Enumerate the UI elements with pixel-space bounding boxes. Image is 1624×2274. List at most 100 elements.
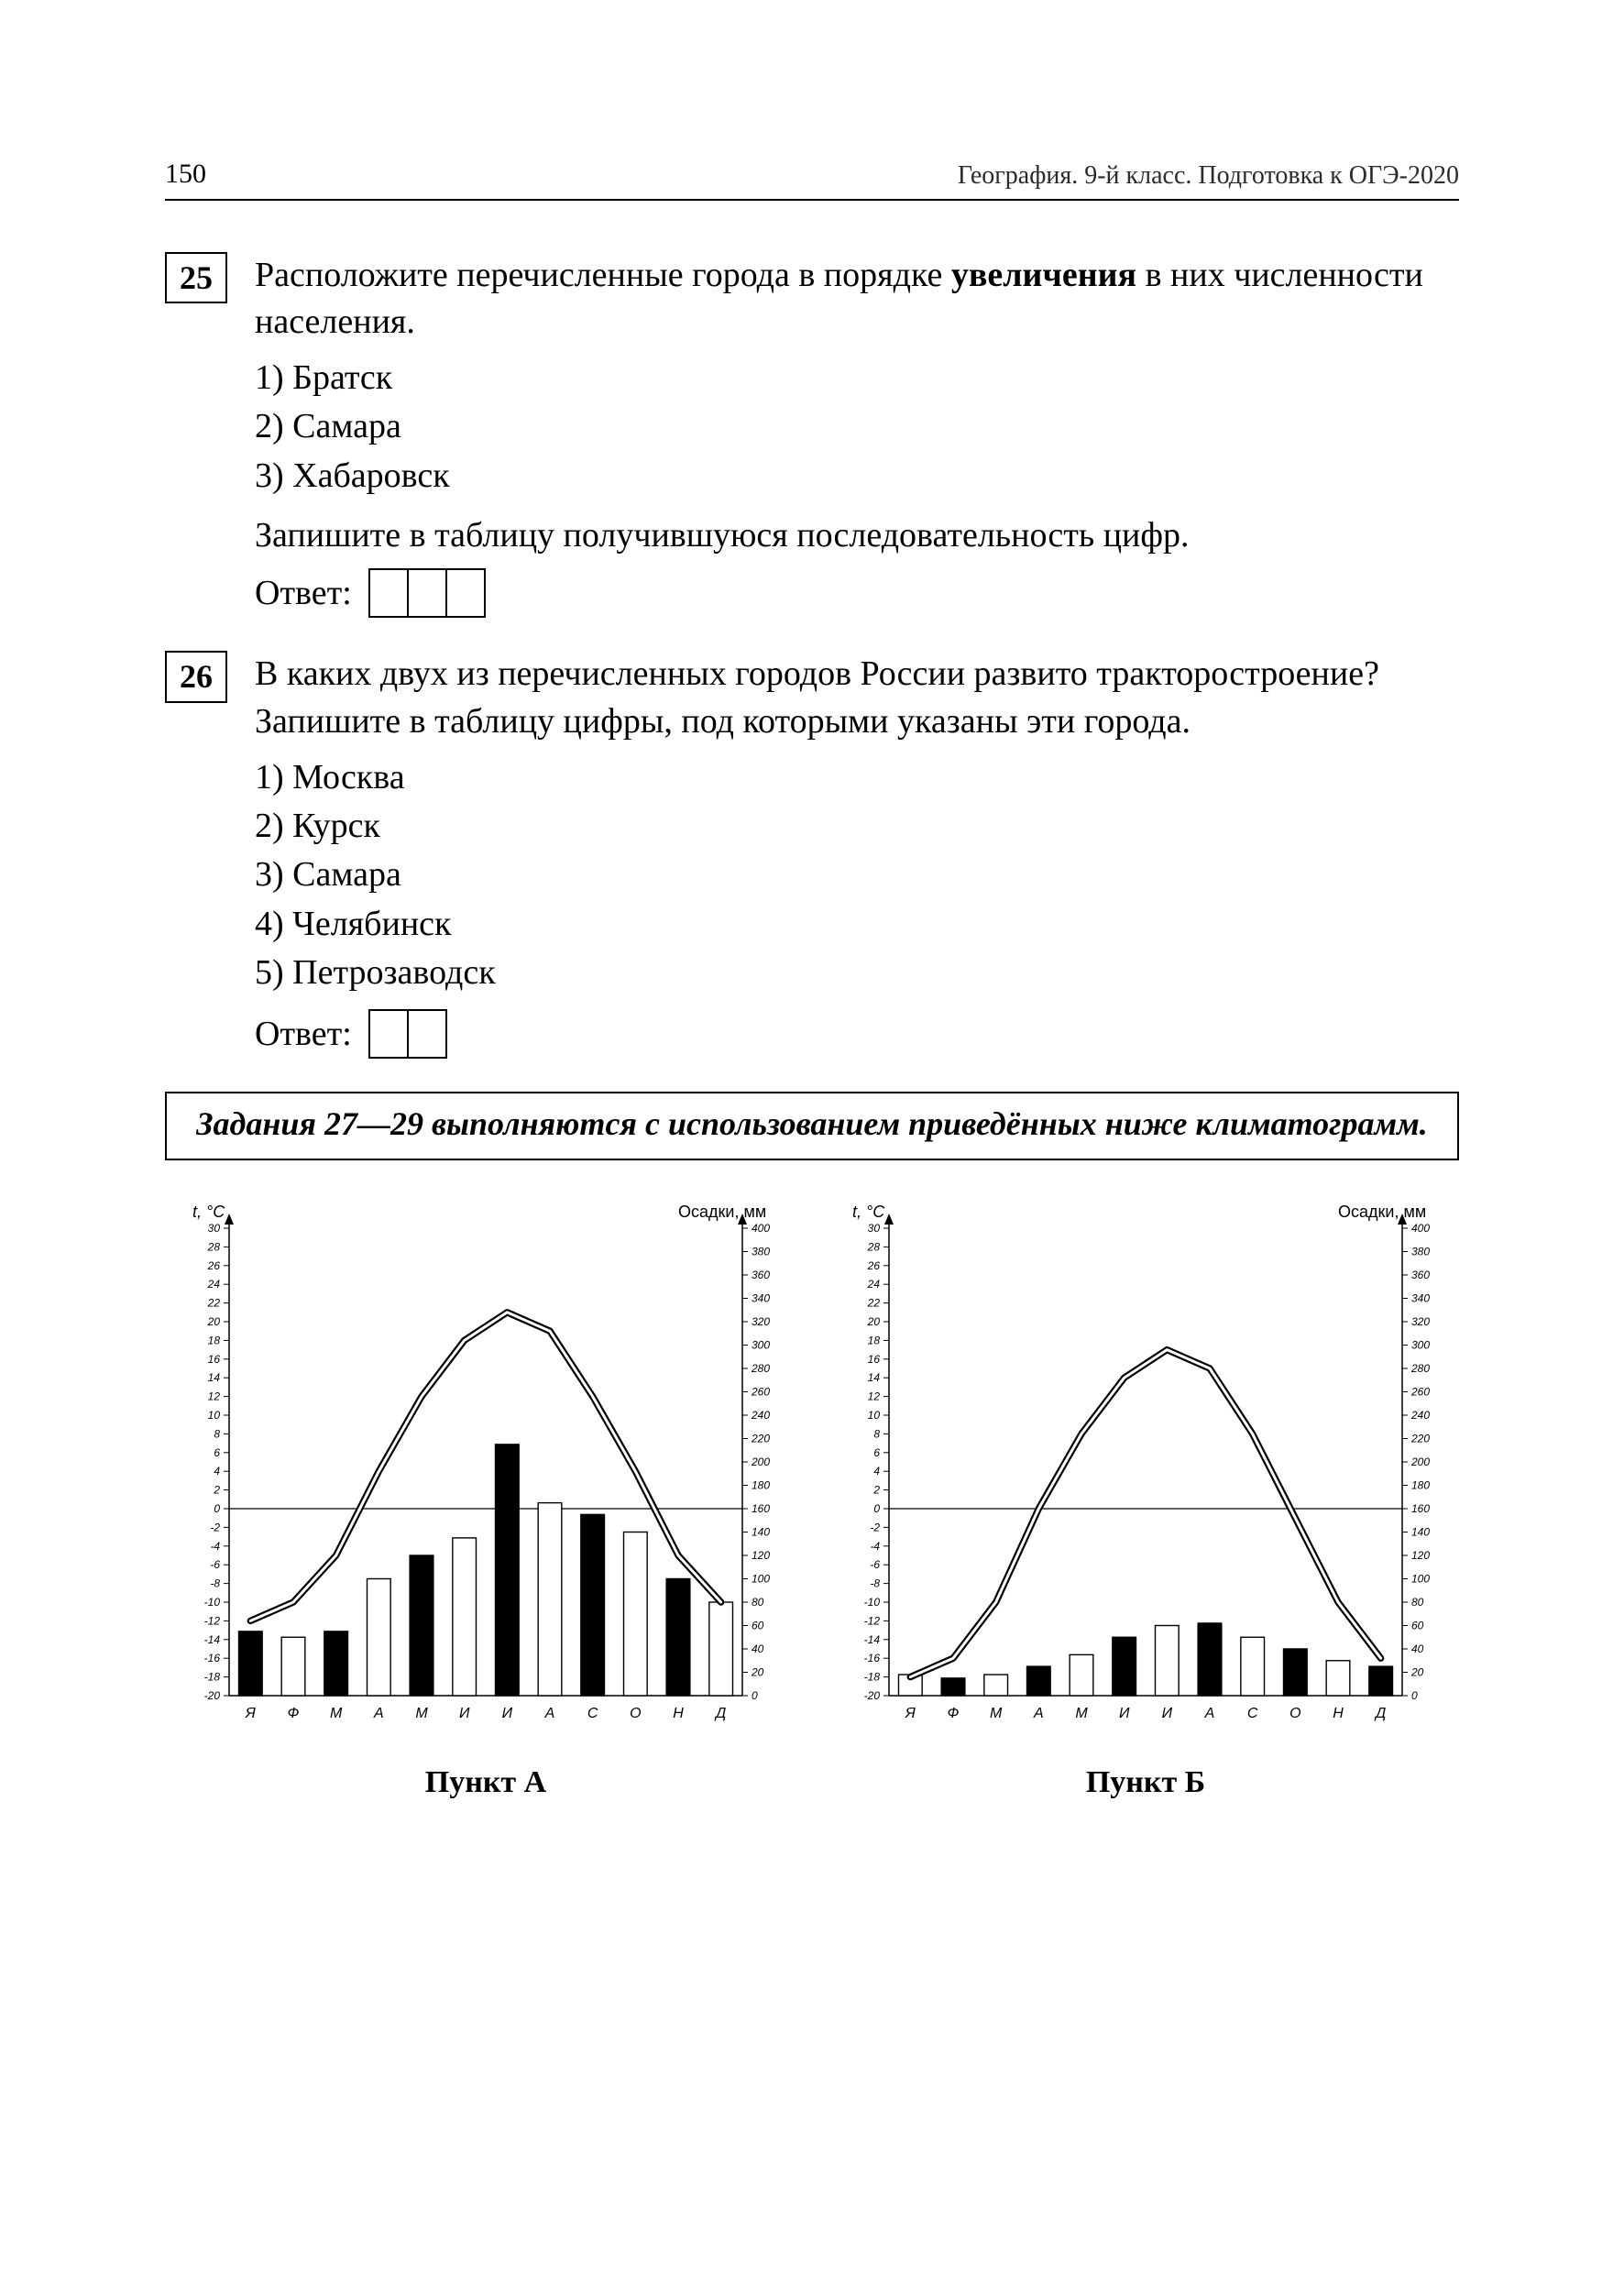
- svg-text:380: 380: [1411, 1246, 1430, 1258]
- svg-text:-20: -20: [864, 1689, 881, 1702]
- task-number-box: 25: [165, 252, 227, 304]
- svg-text:-4: -4: [210, 1540, 220, 1553]
- svg-text:400: 400: [1411, 1222, 1430, 1235]
- option: 1) Братск: [255, 355, 1459, 401]
- svg-text:Я: Я: [245, 1706, 256, 1721]
- svg-text:0: 0: [1411, 1689, 1418, 1702]
- svg-text:М: М: [990, 1706, 1003, 1721]
- svg-text:-14: -14: [204, 1633, 221, 1646]
- svg-text:30: 30: [868, 1222, 881, 1235]
- svg-text:-2: -2: [870, 1521, 880, 1534]
- svg-text:6: 6: [873, 1446, 880, 1459]
- svg-text:240: 240: [1410, 1409, 1430, 1422]
- svg-text:М: М: [415, 1706, 428, 1721]
- svg-text:180: 180: [752, 1479, 770, 1492]
- svg-text:А: А: [544, 1706, 555, 1721]
- task-25: 25 Расположите перечисленные города в по…: [165, 252, 1459, 619]
- svg-text:28: 28: [207, 1241, 221, 1254]
- task-text: Расположите перечисленные города в поряд…: [255, 252, 1459, 346]
- svg-text:А: А: [1204, 1706, 1215, 1721]
- svg-text:300: 300: [752, 1339, 770, 1352]
- text-bold: увеличения: [951, 256, 1136, 294]
- answer-boxes[interactable]: [368, 568, 486, 618]
- svg-text:360: 360: [752, 1269, 770, 1281]
- instruction-box: Задания 27—29 выполняются с использовани…: [165, 1092, 1459, 1160]
- answer-label: Ответ:: [255, 570, 352, 617]
- task-26: 26 В каких двух из перечисленных городов…: [165, 651, 1459, 1059]
- svg-text:-12: -12: [204, 1615, 221, 1628]
- svg-text:20: 20: [207, 1315, 221, 1328]
- svg-text:4: 4: [214, 1465, 220, 1478]
- svg-text:380: 380: [752, 1246, 770, 1258]
- option: 2) Самара: [255, 403, 1459, 450]
- answer-cell[interactable]: [409, 570, 447, 616]
- svg-text:26: 26: [867, 1259, 881, 1272]
- svg-text:-10: -10: [204, 1596, 221, 1609]
- svg-text:-4: -4: [870, 1540, 880, 1553]
- svg-text:200: 200: [751, 1456, 770, 1468]
- answer-cell[interactable]: [370, 1011, 409, 1057]
- svg-text:-2: -2: [210, 1521, 220, 1534]
- page-header: 150 География. 9-й класс. Подготовка к О…: [165, 156, 1459, 201]
- answer-cell[interactable]: [409, 1011, 445, 1057]
- svg-text:400: 400: [752, 1222, 770, 1235]
- header-title: География. 9-й класс. Подготовка к ОГЭ-2…: [958, 159, 1459, 193]
- svg-text:Ф: Ф: [948, 1706, 960, 1721]
- svg-text:10: 10: [208, 1409, 221, 1422]
- svg-text:-8: -8: [210, 1577, 220, 1590]
- climatogram-a: t, °CОсадки, мм-20-18-16-14-12-10-8-6-4-…: [165, 1192, 807, 1741]
- task-number-box: 26: [165, 651, 227, 703]
- svg-text:240: 240: [751, 1409, 770, 1422]
- svg-text:-8: -8: [870, 1577, 880, 1590]
- svg-text:Осадки, мм: Осадки, мм: [1338, 1203, 1426, 1221]
- svg-text:Я: Я: [905, 1706, 916, 1721]
- answer-row: Ответ:: [255, 568, 1459, 618]
- svg-text:Н: Н: [673, 1706, 684, 1721]
- option: 4) Челябинск: [255, 901, 1459, 948]
- svg-text:220: 220: [751, 1433, 770, 1445]
- svg-text:140: 140: [1411, 1526, 1430, 1539]
- svg-text:-20: -20: [204, 1689, 221, 1702]
- svg-text:8: 8: [873, 1428, 880, 1441]
- svg-text:22: 22: [207, 1297, 221, 1310]
- svg-text:160: 160: [752, 1502, 770, 1515]
- svg-text:40: 40: [752, 1642, 764, 1655]
- svg-text:24: 24: [867, 1278, 881, 1291]
- answer-label: Ответ:: [255, 1011, 352, 1058]
- task-body: Расположите перечисленные города в поряд…: [255, 252, 1459, 619]
- svg-text:320: 320: [752, 1315, 770, 1328]
- task-body: В каких двух из перечисленных городов Ро…: [255, 651, 1459, 1059]
- svg-text:20: 20: [867, 1315, 881, 1328]
- svg-text:-18: -18: [204, 1671, 221, 1684]
- task-instruction: Запишите в таблицу получившуюся последов…: [255, 512, 1459, 559]
- chart-b-title: Пункт Б: [825, 1762, 1466, 1804]
- answer-cell[interactable]: [447, 570, 484, 616]
- svg-text:-16: -16: [864, 1652, 881, 1664]
- svg-text:-14: -14: [864, 1633, 881, 1646]
- answer-boxes[interactable]: [368, 1009, 447, 1059]
- svg-text:0: 0: [752, 1689, 758, 1702]
- svg-text:Н: Н: [1333, 1706, 1344, 1721]
- svg-text:26: 26: [207, 1259, 221, 1272]
- answer-cell[interactable]: [370, 570, 409, 616]
- svg-text:4: 4: [873, 1465, 880, 1478]
- svg-text:280: 280: [1410, 1362, 1430, 1375]
- options-list: 1) Москва 2) Курск 3) Самара 4) Челябинс…: [255, 754, 1459, 996]
- svg-text:80: 80: [1411, 1596, 1424, 1609]
- svg-text:А: А: [373, 1706, 384, 1721]
- svg-text:0: 0: [873, 1502, 880, 1515]
- svg-text:2: 2: [213, 1484, 220, 1497]
- svg-text:22: 22: [867, 1297, 881, 1310]
- svg-text:Д: Д: [1374, 1706, 1386, 1721]
- option: 3) Самара: [255, 851, 1459, 898]
- svg-text:М: М: [330, 1706, 343, 1721]
- chart-b-wrap: t, °CОсадки, мм-20-18-16-14-12-10-8-6-4-…: [825, 1192, 1466, 1804]
- svg-text:100: 100: [1411, 1573, 1430, 1586]
- text-pre: Расположите перечисленные города в поряд…: [255, 256, 951, 294]
- options-list: 1) Братск 2) Самара 3) Хабаровск: [255, 355, 1459, 500]
- chart-a-title: Пункт А: [165, 1762, 807, 1804]
- svg-text:260: 260: [751, 1386, 770, 1399]
- svg-text:12: 12: [208, 1390, 221, 1403]
- option: 2) Курск: [255, 803, 1459, 850]
- chart-a-wrap: t, °CОсадки, мм-20-18-16-14-12-10-8-6-4-…: [165, 1192, 807, 1804]
